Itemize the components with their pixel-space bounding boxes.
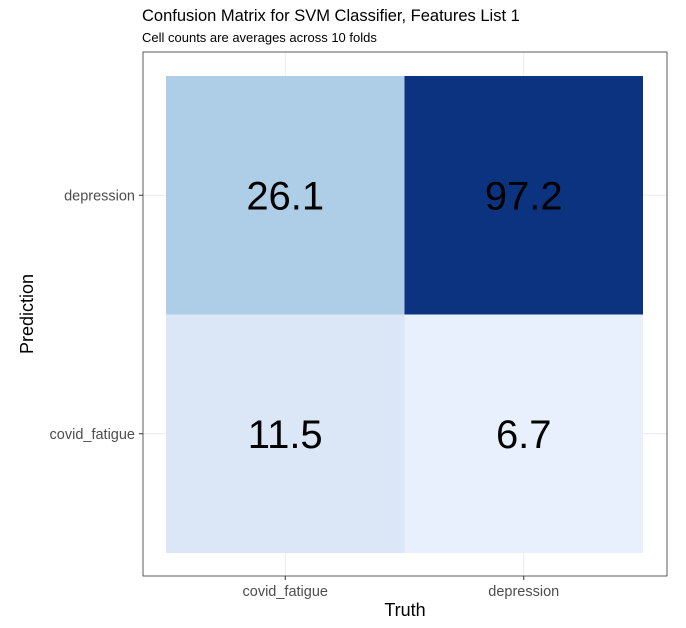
heatmap-tile: [404, 314, 643, 553]
x-axis-title: Truth: [384, 600, 425, 620]
heatmap-tile: [166, 76, 405, 315]
cell-value-label: 97.2: [485, 174, 563, 218]
cell-value-label: 11.5: [248, 413, 323, 457]
chart-title: Confusion Matrix for SVM Classifier, Fea…: [142, 7, 520, 25]
cell-value-labels: 26.1 97.2 11.5 6.7: [246, 174, 562, 457]
x-tick-label: depression: [488, 584, 559, 600]
x-tick-label: covid_fatigue: [243, 584, 328, 600]
y-axis-title: Prediction: [17, 274, 37, 354]
x-axis: covid_fatigue depression: [243, 576, 559, 600]
cell-value-label: 6.7: [496, 413, 552, 457]
y-tick-label: depression: [64, 188, 135, 204]
chart-subtitle: Cell counts are averages across 10 folds: [142, 30, 377, 45]
panel-border: [142, 51, 668, 577]
y-axis: covid_fatigue depression: [50, 188, 143, 443]
y-tick-label: covid_fatigue: [50, 427, 135, 443]
heatmap-tiles: [166, 76, 643, 553]
heatmap-tile: [404, 76, 643, 315]
heatmap-tile: [166, 314, 405, 553]
plot-panel: 26.1 97.2 11.5 6.7: [142, 51, 668, 577]
cell-value-label: 26.1: [246, 174, 324, 218]
